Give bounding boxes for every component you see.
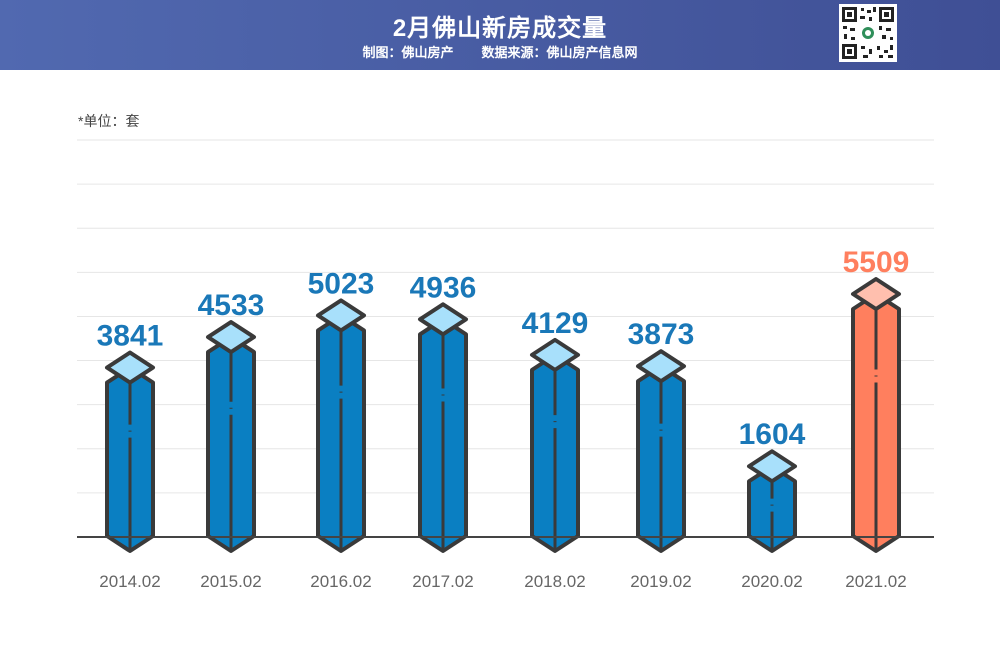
source-text: 数据来源：佛山房产信息网 — [481, 45, 638, 60]
x-tick-label: 2017.02 — [412, 572, 473, 591]
unit-note: *单位：套 — [78, 113, 140, 129]
data-label: 1604 — [739, 418, 806, 451]
bar-top-face — [206, 320, 256, 355]
x-tick-label: 2014.02 — [99, 572, 160, 591]
chart-header: 2月佛山新房成交量 制图：佛山房产 数据来源：佛山房产信息网 — [0, 0, 1000, 70]
bar — [530, 337, 580, 553]
data-label: 5509 — [843, 246, 910, 279]
x-tick-label: 2020.02 — [741, 572, 802, 591]
bar-top-face — [105, 350, 155, 385]
bar — [206, 320, 256, 553]
x-tick-label: 2015.02 — [200, 572, 261, 591]
data-label: 4533 — [198, 289, 265, 322]
bar — [418, 302, 468, 553]
data-label: 5023 — [308, 267, 375, 300]
qr-code-icon — [839, 4, 897, 62]
data-label: 4936 — [410, 271, 477, 304]
data-label: 3841 — [97, 320, 164, 353]
bar — [105, 350, 155, 553]
chart-title: 2月佛山新房成交量 — [392, 15, 608, 42]
chart-subtitle: 制图：佛山房产 数据来源：佛山房产信息网 — [0, 42, 1000, 61]
x-tick-label: 2019.02 — [630, 572, 691, 591]
bar — [851, 276, 901, 553]
bar-top-face — [418, 302, 468, 337]
x-tick-label: 2021.02 — [845, 572, 906, 591]
bar-top-face — [747, 449, 797, 484]
bar-top-face — [530, 337, 580, 372]
data-label: 4129 — [522, 307, 589, 340]
x-tick-label: 2018.02 — [524, 572, 585, 591]
bar — [316, 298, 366, 553]
credit-text: 制图：佛山房产 — [362, 45, 454, 60]
bar-top-face — [316, 298, 366, 333]
data-label: 3873 — [628, 318, 695, 351]
bar-top-face — [636, 349, 686, 384]
bar-top-face — [851, 276, 901, 311]
x-tick-label: 2016.02 — [310, 572, 371, 591]
bar — [636, 349, 686, 553]
